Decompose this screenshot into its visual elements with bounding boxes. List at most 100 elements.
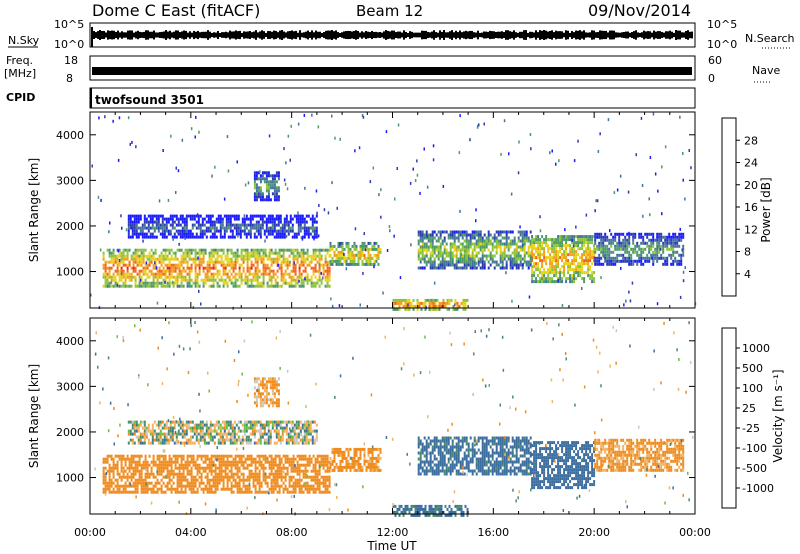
echo-cell — [461, 257, 464, 261]
echo-cell — [283, 232, 286, 236]
nsky-sample — [573, 32, 575, 38]
echo-cell — [210, 490, 213, 494]
echo-cell — [335, 262, 338, 266]
echo-cell — [252, 457, 255, 461]
echo-cell — [573, 262, 576, 266]
echo-cell — [423, 254, 426, 258]
nsky-sample — [235, 30, 237, 40]
echo-cell — [320, 475, 323, 479]
echo-cell — [130, 454, 133, 458]
echo-cell — [236, 254, 239, 258]
echo-cell — [248, 257, 251, 261]
echo-cell — [594, 241, 597, 245]
echo-cell — [243, 220, 246, 224]
echo-cell — [628, 259, 631, 263]
echo-cell — [429, 239, 432, 243]
nsky-sample — [133, 32, 135, 38]
echo-cell — [335, 253, 338, 257]
echo-cell — [622, 253, 625, 257]
echo-cell — [120, 454, 123, 458]
echo-cell — [628, 256, 631, 260]
nsky-sample — [643, 30, 645, 40]
echo-cell — [451, 260, 454, 264]
echo-cell — [591, 241, 594, 245]
echo-cell — [392, 298, 395, 302]
echo-cell — [658, 238, 661, 242]
echo-cell — [260, 466, 263, 470]
echo-cell — [196, 284, 199, 288]
echo-cell — [519, 248, 522, 252]
echo-cell — [124, 263, 127, 267]
echo-cell — [196, 251, 199, 255]
echo-cell — [208, 275, 211, 279]
echo-cell — [265, 180, 268, 184]
echo-cell — [218, 454, 221, 458]
echo-cell — [316, 248, 319, 252]
echo-cell — [116, 266, 119, 270]
nsky-sample — [675, 30, 677, 40]
echo-cell — [563, 244, 566, 248]
echo-cell — [249, 232, 252, 236]
echo-cell — [237, 217, 240, 221]
echo-cell — [143, 435, 146, 439]
echo-cell — [302, 269, 305, 273]
echo-cell — [273, 198, 276, 202]
echo-cell — [133, 229, 136, 233]
echo-cell — [539, 280, 542, 284]
echo-cell — [585, 238, 588, 242]
echo-cell — [168, 281, 171, 285]
echo-cell — [412, 298, 415, 302]
echo-cell — [553, 244, 556, 248]
echo-cell — [167, 432, 170, 436]
echo-cell — [192, 260, 195, 264]
echo-cell — [648, 247, 651, 251]
echo-cell — [108, 284, 111, 288]
echo-cell — [274, 257, 277, 261]
echo-cell — [114, 466, 117, 470]
echo-cell — [292, 275, 295, 279]
echo-cell — [137, 226, 140, 230]
echo-cell — [326, 490, 329, 494]
echo-cell — [253, 183, 256, 187]
echo-cell — [561, 271, 564, 275]
echo-cell — [481, 260, 484, 264]
echo-cell — [226, 466, 229, 470]
echo-cell — [118, 248, 121, 252]
echo-cell — [240, 263, 243, 267]
echo-cell — [275, 232, 278, 236]
scatter-echo — [458, 151, 461, 155]
echo-cell — [156, 478, 159, 482]
echo-cell — [192, 484, 195, 488]
echo-cell — [184, 269, 187, 273]
echo-cell — [267, 214, 270, 218]
echo-cell — [270, 469, 273, 473]
echo-cell — [457, 245, 460, 249]
echo-cell — [116, 469, 119, 473]
echo-cell — [181, 229, 184, 233]
echo-cell — [469, 245, 472, 249]
echo-cell — [311, 223, 314, 227]
echo-cell — [110, 284, 113, 288]
echo-cell — [204, 460, 207, 464]
echo-cell — [186, 263, 189, 267]
echo-cell — [614, 247, 617, 251]
scatter-echo — [661, 165, 663, 169]
echo-cell — [152, 263, 155, 267]
echo-cell — [462, 304, 465, 308]
echo-cell — [146, 257, 149, 261]
echo-cell — [287, 226, 290, 230]
echo-cell — [168, 487, 171, 491]
echo-cell — [281, 229, 284, 233]
echo-cell — [195, 226, 198, 230]
echo-cell — [122, 251, 125, 255]
echo-cell — [135, 214, 138, 218]
echo-cell — [459, 266, 462, 270]
echo-cell — [581, 238, 584, 242]
echo-cell — [640, 250, 643, 254]
echo-cell — [217, 217, 220, 221]
scatter-echo — [108, 230, 110, 234]
echo-cell — [272, 472, 275, 476]
echo-cell — [326, 248, 329, 252]
echo-cell — [252, 254, 255, 258]
echo-cell — [166, 487, 169, 491]
